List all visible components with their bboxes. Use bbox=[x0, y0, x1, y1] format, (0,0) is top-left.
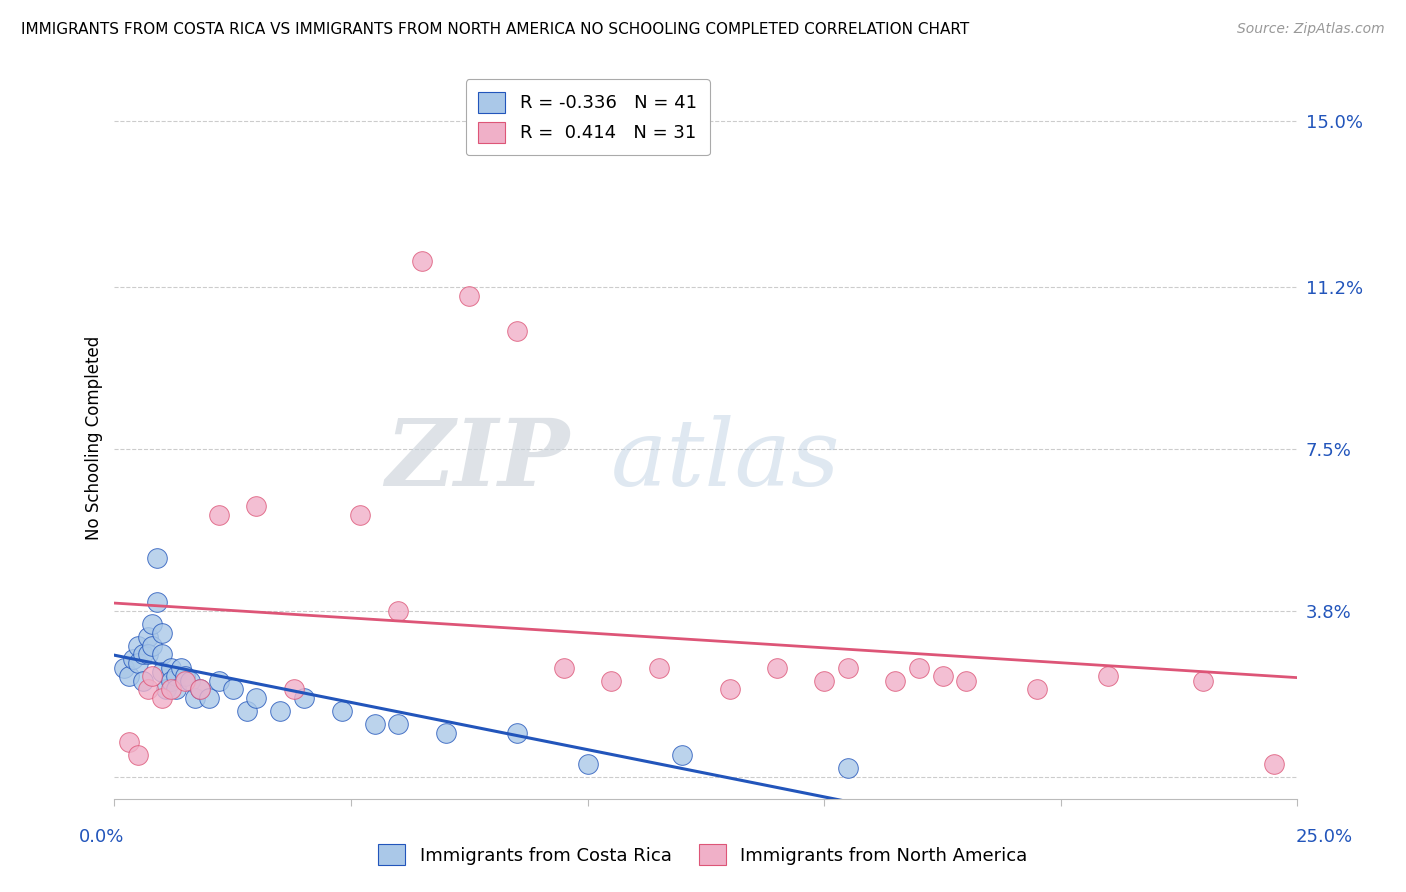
Point bbox=[1097, 669, 1119, 683]
Point bbox=[207, 508, 229, 522]
Text: atlas: atlas bbox=[612, 415, 841, 505]
Point bbox=[505, 726, 527, 740]
Point bbox=[160, 682, 183, 697]
Point bbox=[179, 673, 201, 688]
Text: 25.0%: 25.0% bbox=[1296, 828, 1353, 846]
Point bbox=[1026, 682, 1049, 697]
Point bbox=[141, 639, 163, 653]
Point bbox=[127, 747, 149, 762]
Point bbox=[112, 660, 135, 674]
Point bbox=[387, 717, 409, 731]
Point bbox=[884, 673, 907, 688]
Point bbox=[931, 669, 953, 683]
Point bbox=[188, 682, 211, 697]
Point bbox=[1191, 673, 1213, 688]
Point bbox=[292, 691, 315, 706]
Point bbox=[553, 660, 575, 674]
Point bbox=[387, 604, 409, 618]
Point bbox=[505, 324, 527, 338]
Point bbox=[576, 756, 599, 771]
Point bbox=[207, 673, 229, 688]
Point bbox=[837, 660, 859, 674]
Point bbox=[283, 682, 305, 697]
Point bbox=[150, 691, 173, 706]
Point bbox=[647, 660, 669, 674]
Point bbox=[245, 499, 267, 513]
Text: ZIP: ZIP bbox=[385, 415, 569, 505]
Point bbox=[117, 735, 139, 749]
Point bbox=[236, 704, 259, 718]
Point bbox=[150, 625, 173, 640]
Point bbox=[136, 682, 159, 697]
Text: IMMIGRANTS FROM COSTA RICA VS IMMIGRANTS FROM NORTH AMERICA NO SCHOOLING COMPLET: IMMIGRANTS FROM COSTA RICA VS IMMIGRANTS… bbox=[21, 22, 969, 37]
Point bbox=[671, 747, 693, 762]
Point bbox=[222, 682, 245, 697]
Point bbox=[169, 660, 191, 674]
Point bbox=[434, 726, 457, 740]
Point bbox=[132, 673, 155, 688]
Point bbox=[813, 673, 835, 688]
Point bbox=[955, 673, 977, 688]
Point bbox=[363, 717, 385, 731]
Point bbox=[184, 691, 207, 706]
Point bbox=[188, 682, 211, 697]
Point bbox=[269, 704, 291, 718]
Text: Source: ZipAtlas.com: Source: ZipAtlas.com bbox=[1237, 22, 1385, 37]
Point bbox=[155, 682, 177, 697]
Point bbox=[150, 648, 173, 662]
Point bbox=[718, 682, 741, 697]
Point bbox=[141, 669, 163, 683]
Legend: Immigrants from Costa Rica, Immigrants from North America: Immigrants from Costa Rica, Immigrants f… bbox=[370, 835, 1036, 874]
Point bbox=[132, 648, 155, 662]
Point bbox=[411, 254, 433, 268]
Point bbox=[245, 691, 267, 706]
Y-axis label: No Schooling Completed: No Schooling Completed bbox=[86, 336, 103, 541]
Point bbox=[600, 673, 623, 688]
Point bbox=[160, 673, 183, 688]
Point bbox=[146, 595, 169, 609]
Point bbox=[160, 660, 183, 674]
Point bbox=[136, 648, 159, 662]
Point bbox=[330, 704, 353, 718]
Point bbox=[136, 630, 159, 644]
Point bbox=[165, 669, 187, 683]
Point bbox=[766, 660, 789, 674]
Point bbox=[174, 669, 197, 683]
Point bbox=[198, 691, 221, 706]
Point bbox=[174, 673, 197, 688]
Point bbox=[127, 639, 149, 653]
Point bbox=[146, 551, 169, 566]
Point bbox=[141, 616, 163, 631]
Point bbox=[127, 656, 149, 670]
Point bbox=[458, 289, 481, 303]
Point bbox=[165, 682, 187, 697]
Text: 0.0%: 0.0% bbox=[79, 828, 124, 846]
Point bbox=[122, 652, 145, 666]
Point bbox=[349, 508, 371, 522]
Point bbox=[117, 669, 139, 683]
Legend: R = -0.336   N = 41, R =  0.414   N = 31: R = -0.336 N = 41, R = 0.414 N = 31 bbox=[465, 79, 710, 155]
Point bbox=[908, 660, 931, 674]
Point bbox=[837, 761, 859, 775]
Point bbox=[1263, 756, 1285, 771]
Point bbox=[150, 665, 173, 679]
